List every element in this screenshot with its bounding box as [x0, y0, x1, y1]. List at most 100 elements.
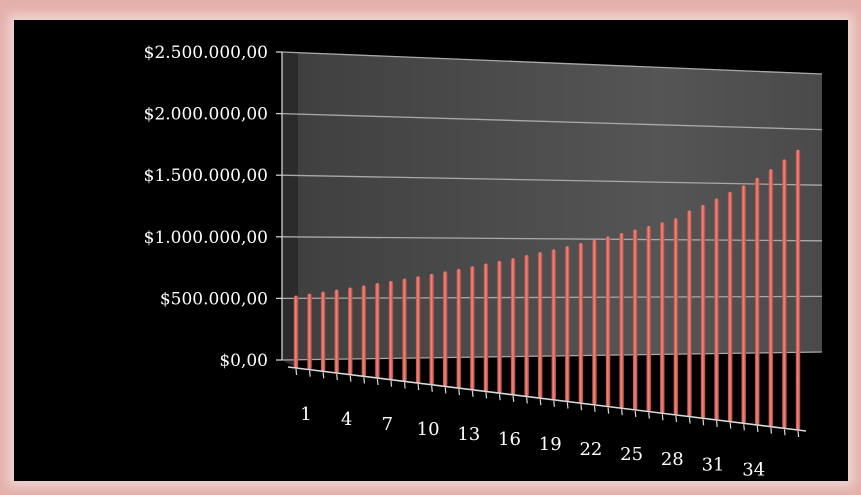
x-tick-label: 4 [341, 409, 352, 430]
x-tick [403, 382, 406, 389]
y-tick-label: $1.000.000,00 [144, 228, 268, 248]
x-tick [390, 380, 393, 387]
bar [348, 287, 353, 375]
x-tick-label: 10 [417, 419, 440, 440]
x-tick [756, 425, 759, 433]
bar [470, 266, 475, 390]
x-tick-label: 7 [382, 414, 393, 435]
x-tick [580, 404, 583, 411]
bar [510, 258, 516, 395]
x-tick [444, 387, 447, 394]
bar [687, 210, 692, 417]
x-tick [702, 419, 705, 426]
bar [714, 198, 719, 420]
x-tick [661, 414, 664, 421]
bar [605, 236, 611, 407]
bar [388, 280, 394, 380]
gridline [281, 51, 823, 75]
x-tick [675, 415, 678, 422]
bars [293, 149, 801, 430]
x-tick [498, 394, 501, 401]
bar [795, 149, 801, 430]
bar [375, 283, 380, 379]
x-tick-label: 13 [457, 424, 480, 445]
bar [768, 169, 774, 427]
x-tick [417, 384, 420, 391]
x-tick-label: 19 [539, 434, 562, 455]
x-tick [471, 390, 474, 397]
bar [456, 268, 462, 389]
x-tick [376, 378, 379, 386]
bar [727, 191, 733, 422]
bar [334, 289, 339, 374]
x-tick [797, 430, 800, 438]
bar-chart: $0,00 $500.000,00 $1.000.000,00 $1.500.000,… [144, 43, 823, 480]
bar [320, 291, 326, 372]
bar [293, 295, 299, 368]
bar [483, 263, 489, 392]
x-tick-label: 28 [661, 449, 684, 470]
x-tick [349, 375, 352, 382]
y-tick-label: $0,00 [219, 351, 268, 371]
x-tick [431, 385, 433, 392]
bar [524, 255, 529, 397]
bar [673, 218, 679, 415]
x-tick [634, 410, 637, 417]
gridline [281, 174, 823, 186]
x-tick-label: 31 [702, 454, 725, 475]
x-tick-label: 22 [579, 439, 602, 460]
x-tick [295, 368, 298, 376]
x-tick [607, 407, 610, 414]
bar [551, 249, 557, 400]
x-tick [770, 427, 773, 434]
x-tick-label: 34 [742, 459, 765, 480]
x-tick [743, 424, 745, 431]
x-axis-line [287, 366, 807, 432]
x-tick-label: 16 [498, 429, 521, 450]
bar [429, 273, 434, 385]
x-tick [458, 389, 461, 396]
bar [782, 159, 787, 429]
x-tick-label: 25 [620, 444, 643, 465]
bar [415, 276, 421, 384]
x-tick [729, 422, 732, 429]
x-tick [485, 392, 488, 399]
bar [741, 185, 746, 424]
x-tick [553, 400, 555, 407]
x-tick [363, 377, 366, 384]
x-tick-label: 1 [300, 404, 311, 425]
bar [619, 232, 624, 409]
bar [755, 177, 760, 425]
bar [442, 271, 448, 387]
bar [497, 260, 502, 394]
bar [592, 239, 597, 405]
bar [361, 285, 367, 377]
x-tick [512, 395, 515, 402]
x-tick [648, 412, 650, 419]
x-tick [526, 397, 528, 404]
bar [565, 246, 570, 402]
x-tick [539, 399, 542, 406]
y-tick-label: $1.500.000,00 [144, 166, 268, 186]
bar [700, 205, 706, 419]
x-tick [336, 373, 338, 381]
y-axis: $0,00 $500.000,00 $1.000.000,00 $1.500.000,… [144, 43, 283, 371]
x-tick [593, 405, 596, 412]
chart-side-wall [282, 52, 298, 369]
bar [307, 293, 312, 370]
bar [402, 278, 407, 382]
y-tick-label: $2.000.000,00 [144, 105, 268, 125]
chart-panel: $0,00 $500.000,00 $1.000.000,00 $1.500.000,… [14, 20, 848, 481]
x-tick [715, 420, 718, 428]
bar [646, 225, 652, 412]
x-tick [308, 370, 311, 377]
x-tick [621, 409, 623, 416]
y-tick-label: $500.000,00 [160, 289, 268, 309]
y-tick-label: $2.500.000,00 [144, 43, 268, 63]
x-tick [783, 429, 786, 436]
x-tick [688, 417, 691, 424]
x-tick [322, 372, 325, 379]
gridline [281, 112, 823, 131]
bar [537, 252, 543, 399]
